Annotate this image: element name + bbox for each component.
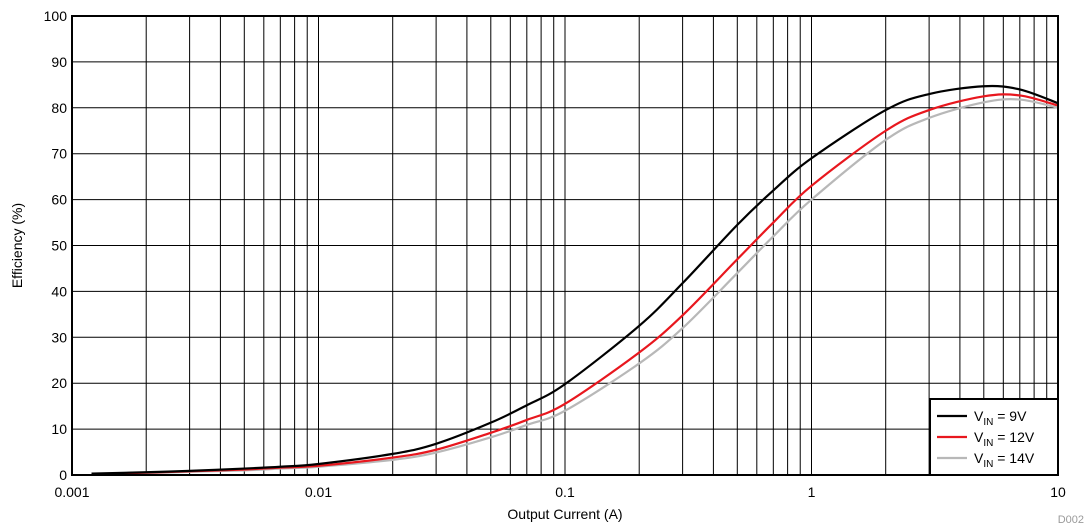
y-tick-label: 50 <box>51 238 67 254</box>
x-tick-label: 1 <box>808 484 816 500</box>
legend-entry: VIN = 9V <box>974 408 1027 428</box>
y-tick-label: 10 <box>51 421 67 437</box>
x-axis-label: Output Current (A) <box>507 506 622 522</box>
grid <box>71 15 1058 476</box>
y-tick-label: 90 <box>51 54 67 70</box>
y-tick-label: 20 <box>51 375 67 391</box>
x-tick-label: 0.01 <box>305 484 332 500</box>
plot-frame <box>71 15 1059 476</box>
y-tick-label: 40 <box>51 283 67 299</box>
series-line-vin-9v <box>91 84 1059 475</box>
y-tick-label: 80 <box>51 100 67 116</box>
legend-entry: VIN = 14V <box>974 450 1035 470</box>
legend-entry: VIN = 12V <box>974 429 1035 449</box>
series-line-vin-14v <box>91 98 1059 476</box>
y-tick-label: 30 <box>51 329 67 345</box>
series-layer <box>91 84 1059 476</box>
y-axis-label: Efficiency (%) <box>9 203 25 288</box>
figure-id: D002 <box>1058 514 1084 526</box>
y-tick-label: 70 <box>51 146 67 162</box>
series-line-vin-12v <box>91 93 1059 476</box>
x-tick-label: 0.1 <box>555 484 575 500</box>
y-tick-label: 100 <box>44 8 68 24</box>
x-tick-label: 0.001 <box>54 484 89 500</box>
y-tick-label: 0 <box>59 467 67 483</box>
legend-box <box>929 398 1059 476</box>
y-tick-label: 60 <box>51 192 67 208</box>
x-tick-label: 10 <box>1050 484 1066 500</box>
